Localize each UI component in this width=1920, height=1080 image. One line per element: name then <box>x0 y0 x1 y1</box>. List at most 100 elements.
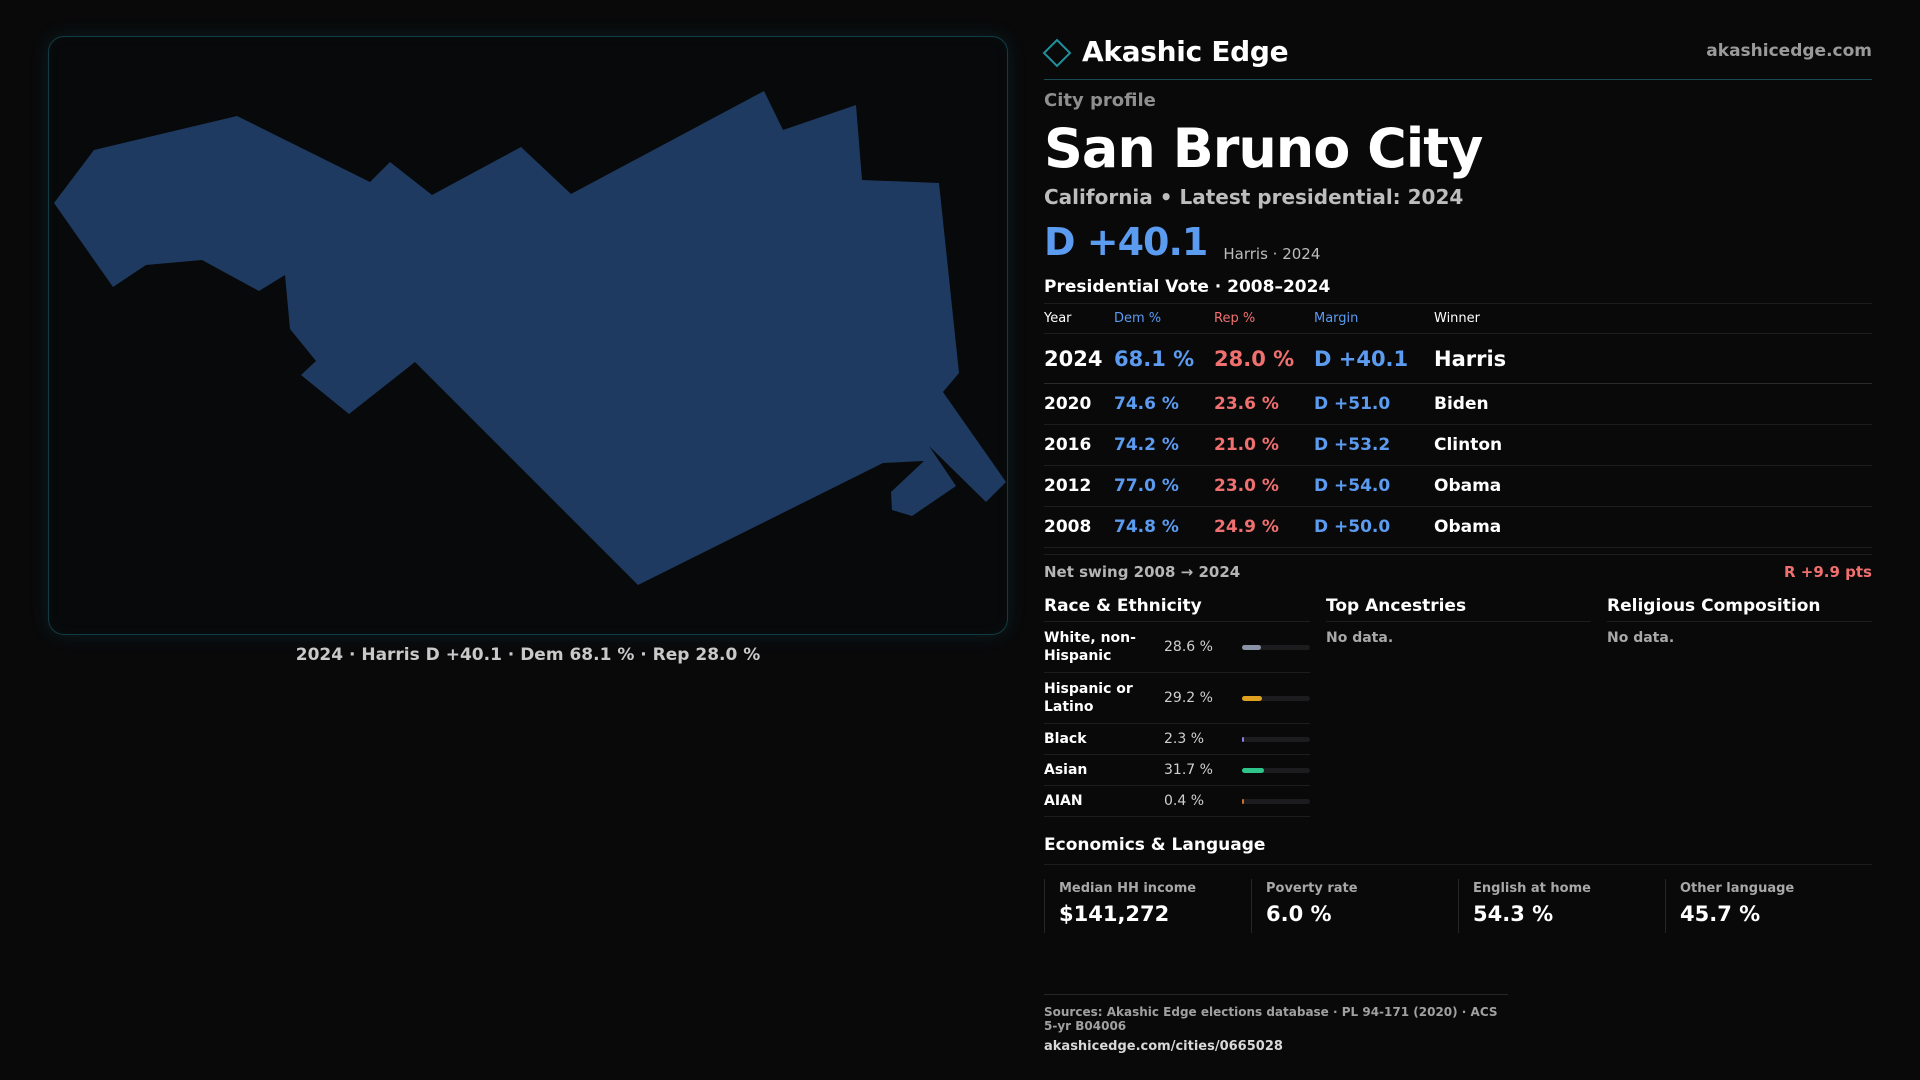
race-pct: 2.3 % <box>1164 731 1205 747</box>
race-row: AIAN 0.4 % <box>1044 786 1310 817</box>
ancestries-empty-text: No data. <box>1326 630 1394 646</box>
brand-name[interactable]: Akashic Edge <box>1082 34 1289 68</box>
brand-url-link[interactable]: akashicedge.com <box>1706 41 1872 61</box>
race-ethnicity-panel: Race & Ethnicity White, non-Hispanic 28.… <box>1044 590 1310 817</box>
cell-dem: 77.0 % <box>1114 465 1214 507</box>
race-row: Asian 31.7 % <box>1044 755 1310 786</box>
cell-margin: D +54.0 <box>1314 465 1434 507</box>
stat-value: 54.3 % <box>1473 902 1554 926</box>
vote-table: Year Dem % Rep % Margin Winner 2024 68.1… <box>1044 303 1872 548</box>
page-kicker: City profile <box>1044 90 1156 111</box>
cell-year: 2012 <box>1044 465 1114 507</box>
race-row: Hispanic or Latino 29.2 % <box>1044 673 1310 724</box>
cell-year: 2024 <box>1044 333 1114 384</box>
col-header-year: Year <box>1044 303 1114 334</box>
cell-dem: 74.2 % <box>1114 424 1214 466</box>
stat-label: English at home <box>1473 881 1591 896</box>
page-subtitle: California • Latest presidential: 2024 <box>1044 185 1464 209</box>
race-bar <box>1242 798 1310 804</box>
diamond-logo-icon <box>1042 38 1072 68</box>
cell-rep: 21.0 % <box>1214 424 1314 466</box>
table-row: 2016 74.2 % 21.0 % D +53.2 Clinton <box>1044 424 1872 466</box>
race-name: Black <box>1044 731 1087 747</box>
cell-dem: 74.6 % <box>1114 383 1214 425</box>
economics-grid: Median HH income $141,272 Poverty rate 6… <box>1044 879 1872 933</box>
sources-text: Sources: Akashic Edge elections database… <box>1044 1005 1498 1033</box>
cell-rep: 28.0 % <box>1214 333 1314 384</box>
race-bar-fill <box>1242 695 1262 701</box>
vote-section-title: Presidential Vote · 2008–2024 <box>1044 277 1331 297</box>
table-row: 2012 77.0 % 23.0 % D +54.0 Obama <box>1044 465 1872 507</box>
cell-winner: Obama <box>1434 465 1872 507</box>
col-header-rep: Rep % <box>1214 303 1314 334</box>
cell-dem: 74.8 % <box>1114 506 1214 548</box>
table-row: 2024 68.1 % 28.0 % D +40.1 Harris <box>1044 333 1872 384</box>
city-boundary-shape[interactable] <box>54 91 1006 585</box>
race-bar <box>1242 736 1310 742</box>
stat-value: 6.0 % <box>1266 902 1332 926</box>
cell-dem: 68.1 % <box>1114 333 1214 384</box>
table-row: 2008 74.8 % 24.9 % D +50.0 Obama <box>1044 506 1872 548</box>
stat-value: $141,272 <box>1059 902 1170 926</box>
stat-english-at-home: English at home 54.3 % <box>1458 879 1665 933</box>
race-bar <box>1242 695 1310 701</box>
headline-margin: D +40.1 <box>1044 220 1208 264</box>
race-bar-fill <box>1242 767 1264 773</box>
city-map[interactable] <box>48 36 1008 635</box>
net-swing-row: Net swing 2008 → 2024 R +9.9 pts <box>1044 554 1872 588</box>
race-name: White, non-Hispanic <box>1044 630 1136 664</box>
cell-winner: Biden <box>1434 383 1872 425</box>
cell-year: 2016 <box>1044 424 1114 466</box>
religion-section-title: Religious Composition <box>1607 590 1872 622</box>
col-header-dem: Dem % <box>1114 303 1214 334</box>
race-pct: 29.2 % <box>1164 690 1213 706</box>
cell-rep: 23.0 % <box>1214 465 1314 507</box>
stat-label: Median HH income <box>1059 881 1197 896</box>
cell-margin: D +40.1 <box>1314 333 1434 384</box>
race-bar <box>1242 767 1310 773</box>
demographics-section: Race & Ethnicity White, non-Hispanic 28.… <box>1044 590 1872 817</box>
stat-label: Poverty rate <box>1266 881 1358 896</box>
cell-winner: Obama <box>1434 506 1872 548</box>
race-pct: 31.7 % <box>1164 762 1213 778</box>
stat-value: 45.7 % <box>1680 902 1761 926</box>
cell-margin: D +53.2 <box>1314 424 1434 466</box>
vote-table-header: Year Dem % Rep % Margin Winner <box>1044 303 1872 334</box>
ancestries-panel: Top Ancestries No data. <box>1326 590 1591 817</box>
stat-label: Other language <box>1680 881 1795 896</box>
race-name: AIAN <box>1044 793 1083 809</box>
table-row: 2020 74.6 % 23.6 % D +51.0 Biden <box>1044 383 1872 425</box>
profile-panel: Akashic Edge akashicedge.com City profil… <box>1042 30 1872 933</box>
religion-panel: Religious Composition No data. <box>1607 590 1872 817</box>
divider <box>1044 79 1872 80</box>
race-pct: 0.4 % <box>1164 793 1205 809</box>
source-url-link[interactable]: akashicedge.com/cities/0665028 <box>1044 1039 1283 1054</box>
net-swing-label: Net swing 2008 → 2024 <box>1044 562 1241 581</box>
race-name: Hispanic or Latino <box>1044 681 1133 715</box>
religion-empty-text: No data. <box>1607 630 1675 646</box>
stat-other-language: Other language 45.7 % <box>1665 879 1872 933</box>
sources-footer: Sources: Akashic Edge elections database… <box>1044 994 1508 1054</box>
race-bar-fill <box>1242 644 1261 650</box>
race-row: Black 2.3 % <box>1044 724 1310 755</box>
col-header-winner: Winner <box>1434 303 1872 334</box>
economics-section-title: Economics & Language <box>1044 825 1872 865</box>
cell-rep: 24.9 % <box>1214 506 1314 548</box>
map-caption: 2024 · Harris D +40.1 · Dem 68.1 % · Rep… <box>295 645 761 665</box>
cell-year: 2020 <box>1044 383 1114 425</box>
race-bar-fill <box>1242 798 1244 804</box>
city-boundary-map <box>54 91 1006 585</box>
race-bar-fill <box>1242 736 1244 742</box>
headline-note: Harris · 2024 <box>1223 245 1321 263</box>
race-pct: 28.6 % <box>1164 639 1213 655</box>
race-bar <box>1242 644 1310 650</box>
cell-margin: D +50.0 <box>1314 506 1434 548</box>
page-title: San Bruno City <box>1044 117 1483 180</box>
headline-result: D +40.1 Harris · 2024 <box>1044 217 1872 265</box>
stat-poverty-rate: Poverty rate 6.0 % <box>1251 879 1458 933</box>
net-swing-value: R +9.9 pts <box>1784 562 1872 581</box>
race-name: Asian <box>1044 762 1088 778</box>
race-row: White, non-Hispanic 28.6 % <box>1044 622 1310 673</box>
brand-header: Akashic Edge akashicedge.com <box>1042 30 1872 72</box>
race-section-title: Race & Ethnicity <box>1044 590 1310 622</box>
